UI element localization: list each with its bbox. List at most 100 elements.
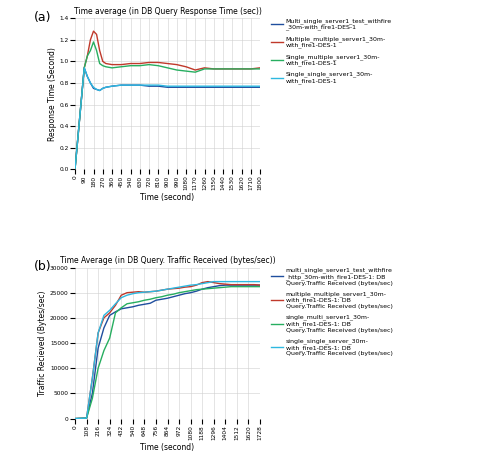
Single_single_server1_30m-
with_fire1-DES-1: [220, 83, 226, 89]
Multi_single_server1_test_withfire
_30m-with_fire1-DES-1: [238, 85, 244, 90]
single_multi_server1_30m-
with_fire1-DES-1: DB
Query.Traffic Received (bytes/sec): (540, 2.3e+04): DB Query.Traffic Received (bytes/sec): (…: [130, 300, 136, 305]
Multi_single_server1_test_withfire
_30m-with_fire1-DES-1: [81, 65, 87, 71]
multiple_multiple_server1_30m-
with_fire1-DES-1: DB
Query.Traffic Received (bytes/sec): (1.35e+03, 2.68e+04): DB Query.Traffic Received (bytes/sec): (…: [216, 281, 222, 286]
Single_single_server1_30m-
with_fire1-DES-1: [164, 83, 170, 89]
Multiple_multiple_server1_30m-
with_fire1-DES-1: [137, 61, 143, 66]
single_single_server_30m-
with_fire1-DES-1: DB
Query.Traffic Received (bytes/sec): (162, 8e+03): DB Query.Traffic Received (bytes/sec): (…: [90, 375, 96, 381]
multi_single_server1_test_withfire
_http_30m-with_fire1-DES-1: DB
Query.Traffic Received (bytes/sec): (1.19e+03, 2.57e+04): DB Query.Traffic Received (bytes/sec): (…: [199, 287, 205, 292]
multiple_multiple_server1_30m-
with_fire1-DES-1: DB
Query.Traffic Received (bytes/sec): (108, 100): DB Query.Traffic Received (bytes/sec): (…: [84, 415, 89, 421]
Multi_single_server1_test_withfire
_30m-with_fire1-DES-1: [84, 74, 90, 79]
Single_single_server1_30m-
with_fire1-DES-1: [248, 83, 254, 89]
single_multi_server1_30m-
with_fire1-DES-1: DB
Query.Traffic Received (bytes/sec): (270, 1.35e+04): DB Query.Traffic Received (bytes/sec): (…: [101, 348, 107, 354]
Single_multiple_server1_30m-
with_fire1-DES-1: [100, 63, 106, 68]
multiple_multiple_server1_30m-
with_fire1-DES-1: DB
Query.Traffic Received (bytes/sec): (1.62e+03, 2.66e+04): DB Query.Traffic Received (bytes/sec): (…: [246, 282, 252, 288]
Single_single_server1_30m-
with_fire1-DES-1: [229, 83, 235, 89]
multi_single_server1_test_withfire
_http_30m-with_fire1-DES-1: DB
Query.Traffic Received (bytes/sec): (702, 2.29e+04): DB Query.Traffic Received (bytes/sec): (…: [147, 301, 153, 306]
single_multi_server1_30m-
with_fire1-DES-1: DB
Query.Traffic Received (bytes/sec): (1.35e+03, 2.6e+04): DB Query.Traffic Received (bytes/sec): (…: [216, 285, 222, 290]
multi_single_server1_test_withfire
_http_30m-with_fire1-DES-1: DB
Query.Traffic Received (bytes/sec): (378, 2.12e+04): DB Query.Traffic Received (bytes/sec): (…: [112, 309, 118, 314]
Line: Single_single_server1_30m-
with_fire1-DES-1: Single_single_server1_30m- with_fire1-DE…: [75, 68, 260, 169]
Multiple_multiple_server1_30m-
with_fire1-DES-1: [257, 65, 263, 71]
multi_single_server1_test_withfire
_http_30m-with_fire1-DES-1: DB
Query.Traffic Received (bytes/sec): (1.3e+03, 2.62e+04): DB Query.Traffic Received (bytes/sec): (…: [211, 284, 217, 289]
single_single_server_30m-
with_fire1-DES-1: DB
Query.Traffic Received (bytes/sec): (1.24e+03, 2.7e+04): DB Query.Traffic Received (bytes/sec): (…: [205, 280, 211, 285]
single_multi_server1_30m-
with_fire1-DES-1: DB
Query.Traffic Received (bytes/sec): (1.57e+03, 2.62e+04): DB Query.Traffic Received (bytes/sec): (…: [240, 284, 246, 289]
single_multi_server1_30m-
with_fire1-DES-1: DB
Query.Traffic Received (bytes/sec): (1.67e+03, 2.62e+04): DB Query.Traffic Received (bytes/sec): (…: [251, 284, 257, 289]
multi_single_server1_test_withfire
_http_30m-with_fire1-DES-1: DB
Query.Traffic Received (bytes/sec): (1.51e+03, 2.65e+04): DB Query.Traffic Received (bytes/sec): (…: [234, 283, 240, 288]
Single_single_server1_30m-
with_fire1-DES-1: [103, 85, 109, 90]
Single_single_server1_30m-
with_fire1-DES-1: [183, 83, 189, 89]
Multiple_multiple_server1_30m-
with_fire1-DES-1: [128, 61, 134, 66]
single_multi_server1_30m-
with_fire1-DES-1: DB
Query.Traffic Received (bytes/sec): (1.08e+03, 2.54e+04): DB Query.Traffic Received (bytes/sec): (…: [188, 288, 194, 293]
Single_multiple_server1_30m-
with_fire1-DES-1: [229, 66, 235, 71]
multi_single_server1_test_withfire
_http_30m-with_fire1-DES-1: DB
Query.Traffic Received (bytes/sec): (162, 5e+03): DB Query.Traffic Received (bytes/sec): (…: [90, 391, 96, 396]
Multiple_multiple_server1_30m-
with_fire1-DES-1: [96, 48, 102, 53]
single_single_server_30m-
with_fire1-DES-1: DB
Query.Traffic Received (bytes/sec): (810, 2.55e+04): DB Query.Traffic Received (bytes/sec): (…: [158, 288, 164, 293]
X-axis label: Time (second): Time (second): [140, 443, 194, 451]
single_single_server_30m-
with_fire1-DES-1: DB
Query.Traffic Received (bytes/sec): (972, 2.61e+04): DB Query.Traffic Received (bytes/sec): (…: [176, 284, 182, 290]
single_multi_server1_30m-
with_fire1-DES-1: DB
Query.Traffic Received (bytes/sec): (1.24e+03, 2.58e+04): DB Query.Traffic Received (bytes/sec): (…: [205, 286, 211, 291]
Single_single_server1_30m-
with_fire1-DES-1: [72, 167, 78, 172]
Line: multiple_multiple_server1_30m-
with_fire1-DES-1: DB
Query.Traffic Received (bytes/sec): multiple_multiple_server1_30m- with_fire…: [75, 282, 260, 419]
single_multi_server1_30m-
with_fire1-DES-1: DB
Query.Traffic Received (bytes/sec): (1.03e+03, 2.52e+04): DB Query.Traffic Received (bytes/sec): (…: [182, 289, 188, 294]
multi_single_server1_test_withfire
_http_30m-with_fire1-DES-1: DB
Query.Traffic Received (bytes/sec): (108, 100): DB Query.Traffic Received (bytes/sec): (…: [84, 415, 89, 421]
Multi_single_server1_test_withfire
_30m-with_fire1-DES-1: [155, 83, 161, 89]
Single_multiple_server1_30m-
with_fire1-DES-1: [84, 53, 90, 59]
multi_single_server1_test_withfire
_http_30m-with_fire1-DES-1: DB
Query.Traffic Received (bytes/sec): (1.13e+03, 2.53e+04): DB Query.Traffic Received (bytes/sec): (…: [194, 288, 200, 294]
multi_single_server1_test_withfire
_http_30m-with_fire1-DES-1: DB
Query.Traffic Received (bytes/sec): (1.73e+03, 2.65e+04): DB Query.Traffic Received (bytes/sec): (…: [257, 283, 263, 288]
multiple_multiple_server1_30m-
with_fire1-DES-1: DB
Query.Traffic Received (bytes/sec): (918, 2.58e+04): DB Query.Traffic Received (bytes/sec): (…: [170, 286, 176, 291]
Multiple_multiple_server1_30m-
with_fire1-DES-1: [84, 53, 90, 59]
Multi_single_server1_test_withfire
_30m-with_fire1-DES-1: [220, 85, 226, 90]
Single_multiple_server1_30m-
with_fire1-DES-1: [128, 63, 134, 68]
multiple_multiple_server1_30m-
with_fire1-DES-1: DB
Query.Traffic Received (bytes/sec): (486, 2.5e+04): DB Query.Traffic Received (bytes/sec): (…: [124, 290, 130, 295]
multiple_multiple_server1_30m-
with_fire1-DES-1: DB
Query.Traffic Received (bytes/sec): (270, 2e+04): DB Query.Traffic Received (bytes/sec): (…: [101, 315, 107, 321]
multiple_multiple_server1_30m-
with_fire1-DES-1: DB
Query.Traffic Received (bytes/sec): (1.13e+03, 2.65e+04): DB Query.Traffic Received (bytes/sec): (…: [194, 283, 200, 288]
single_single_server_30m-
with_fire1-DES-1: DB
Query.Traffic Received (bytes/sec): (918, 2.59e+04): DB Query.Traffic Received (bytes/sec): (…: [170, 285, 176, 291]
Line: single_multi_server1_30m-
with_fire1-DES-1: DB
Query.Traffic Received (bytes/sec): single_multi_server1_30m- with_fire1-DES…: [75, 287, 260, 419]
single_multi_server1_30m-
with_fire1-DES-1: DB
Query.Traffic Received (bytes/sec): (594, 2.32e+04): DB Query.Traffic Received (bytes/sec): (…: [136, 299, 141, 304]
Single_single_server1_30m-
with_fire1-DES-1: [137, 82, 143, 88]
Single_multiple_server1_30m-
with_fire1-DES-1: [183, 68, 189, 74]
single_single_server_30m-
with_fire1-DES-1: DB
Query.Traffic Received (bytes/sec): (1.67e+03, 2.72e+04): DB Query.Traffic Received (bytes/sec): (…: [251, 279, 257, 284]
Single_single_server1_30m-
with_fire1-DES-1: [109, 83, 115, 89]
multi_single_server1_test_withfire
_http_30m-with_fire1-DES-1: DB
Query.Traffic Received (bytes/sec): (756, 2.35e+04): DB Query.Traffic Received (bytes/sec): (…: [153, 298, 159, 303]
Y-axis label: Traffic Recieved (Bytes/sec): Traffic Recieved (Bytes/sec): [38, 290, 47, 396]
Multi_single_server1_test_withfire
_30m-with_fire1-DES-1: [192, 85, 198, 90]
multiple_multiple_server1_30m-
with_fire1-DES-1: DB
Query.Traffic Received (bytes/sec): (1.03e+03, 2.61e+04): DB Query.Traffic Received (bytes/sec): (…: [182, 284, 188, 290]
single_multi_server1_30m-
with_fire1-DES-1: DB
Query.Traffic Received (bytes/sec): (648, 2.35e+04): DB Query.Traffic Received (bytes/sec): (…: [142, 298, 148, 303]
Multi_single_server1_test_withfire
_30m-with_fire1-DES-1: [248, 85, 254, 90]
Multi_single_server1_test_withfire
_30m-with_fire1-DES-1: [128, 82, 134, 88]
single_single_server_30m-
with_fire1-DES-1: DB
Query.Traffic Received (bytes/sec): (1.73e+03, 2.72e+04): DB Query.Traffic Received (bytes/sec): (…: [257, 279, 263, 284]
multi_single_server1_test_withfire
_http_30m-with_fire1-DES-1: DB
Query.Traffic Received (bytes/sec): (1.4e+03, 2.65e+04): DB Query.Traffic Received (bytes/sec): (…: [222, 283, 228, 288]
Single_single_server1_30m-
with_fire1-DES-1: [202, 83, 207, 89]
Single_single_server1_30m-
with_fire1-DES-1: [118, 82, 124, 88]
single_single_server_30m-
with_fire1-DES-1: DB
Query.Traffic Received (bytes/sec): (1.46e+03, 2.72e+04): DB Query.Traffic Received (bytes/sec): (…: [228, 279, 234, 284]
Single_multiple_server1_30m-
with_fire1-DES-1: [81, 65, 87, 71]
Multi_single_server1_test_withfire
_30m-with_fire1-DES-1: [72, 167, 78, 172]
single_single_server_30m-
with_fire1-DES-1: DB
Query.Traffic Received (bytes/sec): (702, 2.52e+04): DB Query.Traffic Received (bytes/sec): (…: [147, 289, 153, 294]
multi_single_server1_test_withfire
_http_30m-with_fire1-DES-1: DB
Query.Traffic Received (bytes/sec): (864, 2.39e+04): DB Query.Traffic Received (bytes/sec): (…: [164, 295, 170, 301]
multiple_multiple_server1_30m-
with_fire1-DES-1: DB
Query.Traffic Received (bytes/sec): (162, 8e+03): DB Query.Traffic Received (bytes/sec): (…: [90, 375, 96, 381]
Single_multiple_server1_30m-
with_fire1-DES-1: [211, 66, 217, 71]
Multiple_multiple_server1_30m-
with_fire1-DES-1: [229, 66, 235, 71]
multiple_multiple_server1_30m-
with_fire1-DES-1: DB
Query.Traffic Received (bytes/sec): (1.73e+03, 2.65e+04): DB Query.Traffic Received (bytes/sec): (…: [257, 283, 263, 288]
multi_single_server1_test_withfire
_http_30m-with_fire1-DES-1: DB
Query.Traffic Received (bytes/sec): (1.03e+03, 2.48e+04): DB Query.Traffic Received (bytes/sec): (…: [182, 291, 188, 296]
Legend: Multi_single_server1_test_withfire
_30m-with_fire1-DES-1, Multiple_multiple_serv: Multi_single_server1_test_withfire _30m-…: [270, 18, 392, 84]
Multiple_multiple_server1_30m-
with_fire1-DES-1: [109, 62, 115, 67]
multi_single_server1_test_withfire
_http_30m-with_fire1-DES-1: DB
Query.Traffic Received (bytes/sec): (540, 2.22e+04): DB Query.Traffic Received (bytes/sec): (…: [130, 304, 136, 309]
single_multi_server1_30m-
with_fire1-DES-1: DB
Query.Traffic Received (bytes/sec): (1.73e+03, 2.62e+04): DB Query.Traffic Received (bytes/sec): (…: [257, 284, 263, 289]
single_multi_server1_30m-
with_fire1-DES-1: DB
Query.Traffic Received (bytes/sec): (378, 2.1e+04): DB Query.Traffic Received (bytes/sec): (…: [112, 310, 118, 316]
Legend: multi_single_server1_test_withfire
_http_30m-with_fire1-DES-1: DB
Query.Traffic : multi_single_server1_test_withfire _http…: [270, 268, 392, 356]
multiple_multiple_server1_30m-
with_fire1-DES-1: DB
Query.Traffic Received (bytes/sec): (1.67e+03, 2.66e+04): DB Query.Traffic Received (bytes/sec): (…: [251, 282, 257, 288]
single_single_server_30m-
with_fire1-DES-1: DB
Query.Traffic Received (bytes/sec): (1.57e+03, 2.72e+04): DB Query.Traffic Received (bytes/sec): (…: [240, 279, 246, 284]
Multi_single_server1_test_withfire
_30m-with_fire1-DES-1: [90, 86, 96, 91]
single_multi_server1_30m-
with_fire1-DES-1: DB
Query.Traffic Received (bytes/sec): (702, 2.37e+04): DB Query.Traffic Received (bytes/sec): (…: [147, 297, 153, 302]
Single_single_server1_30m-
with_fire1-DES-1: [128, 82, 134, 88]
Multi_single_server1_test_withfire
_30m-with_fire1-DES-1: [100, 86, 106, 91]
single_multi_server1_30m-
with_fire1-DES-1: DB
Query.Traffic Received (bytes/sec): (1.62e+03, 2.62e+04): DB Query.Traffic Received (bytes/sec): (…: [246, 284, 252, 289]
Multi_single_server1_test_withfire
_30m-with_fire1-DES-1: [96, 88, 102, 93]
Single_single_server1_30m-
with_fire1-DES-1: [257, 83, 263, 89]
Single_single_server1_30m-
with_fire1-DES-1: [94, 87, 100, 92]
Multiple_multiple_server1_30m-
with_fire1-DES-1: [146, 60, 152, 65]
single_single_server_30m-
with_fire1-DES-1: DB
Query.Traffic Received (bytes/sec): (1.03e+03, 2.63e+04): DB Query.Traffic Received (bytes/sec): (…: [182, 283, 188, 289]
Single_single_server1_30m-
with_fire1-DES-1: [211, 83, 217, 89]
Multi_single_server1_test_withfire
_30m-with_fire1-DES-1: [211, 85, 217, 90]
